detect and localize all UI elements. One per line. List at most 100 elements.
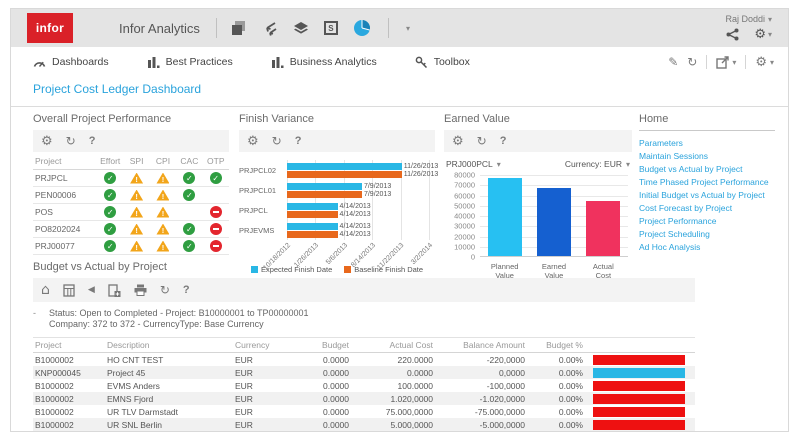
table-row[interactable]: B1000002 UR TLV Darmstadt EUR 0.0000 75.000,…: [33, 405, 695, 418]
help-icon[interactable]: ?: [294, 135, 302, 147]
home-link[interactable]: Maintain Sessions: [639, 151, 708, 161]
table-row[interactable]: PRJPCL ✓!! ✓ ✓: [33, 170, 229, 187]
category-label: PRJPCL02: [239, 165, 277, 175]
table-row[interactable]: POS ✓!!: [33, 204, 229, 221]
table-row[interactable]: B1000002 EMNS Fjord EUR 0.0000 1.020,0000 -1.…: [33, 392, 695, 405]
settings-chevron-down-icon: ▾: [769, 57, 774, 67]
report-export-icon[interactable]: [108, 283, 121, 297]
stack-icon[interactable]: [293, 21, 309, 36]
settings-menu[interactable]: ⚙ ▾: [754, 27, 772, 42]
chevron-down-icon: ▾: [625, 159, 630, 169]
print-icon[interactable]: [134, 284, 147, 296]
chart-bar[interactable]: [287, 230, 338, 238]
chart-bar[interactable]: [287, 190, 362, 198]
chart-bar[interactable]: [536, 188, 571, 256]
status-ok-icon: ✓: [209, 172, 222, 184]
home-link[interactable]: Ad Hoc Analysis: [639, 242, 701, 252]
table-row[interactable]: PO8202024 ✓!! ✓: [33, 221, 229, 238]
nav-item-dashboards[interactable]: Dashboards: [33, 56, 109, 68]
help-icon[interactable]: ?: [182, 284, 190, 296]
nav-item-business-analytics[interactable]: Business Analytics: [271, 56, 377, 68]
collapse-toggle[interactable]: -: [33, 308, 36, 318]
chart-bar[interactable]: [287, 202, 338, 210]
status-stop-icon: [209, 223, 222, 235]
refresh-icon[interactable]: ↻: [65, 134, 76, 148]
home-link[interactable]: Cost Forecast by Project: [639, 203, 733, 213]
pie-chart-icon[interactable]: [353, 19, 371, 37]
y-tick-label: 40000: [454, 211, 475, 221]
help-icon[interactable]: ?: [499, 135, 507, 147]
home-link[interactable]: Budget vs Actual by Project: [639, 164, 743, 174]
apps-chevron-down-icon[interactable]: ▾: [405, 23, 410, 33]
chart-category-row: PRJPCL01 7/9/2013 7/9/2013: [239, 180, 429, 200]
table-row[interactable]: PEN00006 ✓!! ✓: [33, 187, 229, 204]
home-link[interactable]: Project Scheduling: [639, 229, 710, 239]
gear-icon[interactable]: ⚙: [247, 133, 259, 149]
collaboration-arrows-icon[interactable]: [262, 21, 278, 36]
export-menu[interactable]: ▾: [716, 55, 736, 69]
refresh-icon[interactable]: ↻: [476, 134, 487, 148]
status-cell: !: [123, 172, 149, 184]
status-cell: ✓: [203, 172, 229, 184]
gear-icon[interactable]: ⚙: [41, 133, 53, 149]
legend-swatch: [344, 266, 352, 273]
chart-bar[interactable]: [287, 222, 338, 230]
budget-table-body: B1000002 HO CNT TEST EUR 0.0000 220.0000 -220…: [33, 353, 695, 431]
chart-plot-area: [480, 175, 628, 257]
y-tick-label: 20000: [454, 232, 475, 241]
chart-category-row: PRJPCL02 11/26/2013 11/26/2013: [239, 160, 438, 180]
cell-currency: EUR: [235, 354, 253, 365]
refresh-icon[interactable]: ↻: [687, 55, 698, 69]
bar-chart-icon: [147, 56, 160, 68]
cell-currency: EUR: [235, 419, 253, 430]
refresh-icon[interactable]: ↻: [271, 134, 282, 148]
chart-bar[interactable]: [287, 182, 362, 190]
chart-bar[interactable]: [287, 210, 338, 218]
page-settings-menu[interactable]: ⚙ ▾: [755, 55, 774, 70]
help-icon[interactable]: ?: [88, 135, 96, 147]
status-ok-icon: ✓: [104, 223, 117, 235]
status-ok-icon: ✓: [104, 172, 117, 184]
cell-description: Project 45: [107, 367, 146, 378]
project-selector[interactable]: PRJ000PCL ▾: [446, 159, 501, 169]
status-ok-icon: ✓: [104, 240, 117, 252]
refresh-icon[interactable]: ↻: [159, 283, 170, 297]
cell-balance: -100,0000: [486, 380, 525, 391]
gear-icon[interactable]: ⚙: [452, 133, 464, 149]
category-label: PRJPCL01: [239, 185, 277, 195]
user-menu[interactable]: Raj Doddi ▾: [725, 14, 772, 24]
status-cell: !: [150, 206, 176, 218]
project-name: PRJ00077: [35, 241, 75, 251]
chart-bar[interactable]: [287, 162, 402, 170]
cell-description: UR SNL Berlin: [107, 419, 162, 430]
home-link[interactable]: Initial Budget vs Actual by Project: [639, 190, 765, 200]
app-window: infor Infor Analytics S ▾ Raj Doddi ▾ ⚙ …: [10, 8, 789, 432]
home-icon[interactable]: ⌂: [41, 282, 50, 298]
back-icon[interactable]: ◀: [87, 285, 95, 295]
home-link[interactable]: Parameters: [639, 138, 683, 148]
infor-logo[interactable]: infor: [27, 13, 73, 43]
table-row[interactable]: PRJ00077 ✓!! ✓: [33, 238, 229, 255]
bar-value-label: 4/14/2013: [339, 231, 371, 238]
share-icon[interactable]: [726, 28, 739, 41]
table-row[interactable]: B1000002 EVMS Anders EUR 0.0000 100.0000 -100…: [33, 379, 695, 392]
nav-item-toolbox[interactable]: Toolbox: [415, 56, 470, 68]
table-row[interactable]: KNP000045 Project 45 EUR 0.0000 0.0000 0,0000…: [33, 366, 695, 379]
chart-category-row: PRJPCL 4/14/2013 4/14/2013: [239, 200, 429, 220]
s-app-icon[interactable]: S: [323, 21, 338, 35]
chart-bar[interactable]: [287, 170, 402, 178]
legend-item: Baseline Finish Date: [344, 265, 423, 274]
status-warning-icon: !: [156, 206, 170, 218]
chart-bar[interactable]: [487, 178, 522, 256]
table-row[interactable]: B1000002 UR SNL Berlin EUR 0.0000 5.000,0000…: [33, 418, 695, 431]
edit-icon[interactable]: ✎: [668, 55, 679, 69]
apps-grid-icon[interactable]: [231, 20, 247, 36]
table-row[interactable]: B1000002 HO CNT TEST EUR 0.0000 220.0000 -220…: [33, 353, 695, 366]
nav-item-best-practices[interactable]: Best Practices: [147, 56, 233, 68]
status-ok-icon: ✓: [183, 223, 196, 235]
chart-bar[interactable]: [586, 200, 621, 256]
home-link[interactable]: Time Phased Project Performance: [639, 177, 769, 187]
currency-selector[interactable]: Currency: EUR ▾: [565, 159, 630, 169]
table-view-icon[interactable]: [63, 283, 75, 297]
home-link[interactable]: Project Performance: [639, 216, 717, 226]
